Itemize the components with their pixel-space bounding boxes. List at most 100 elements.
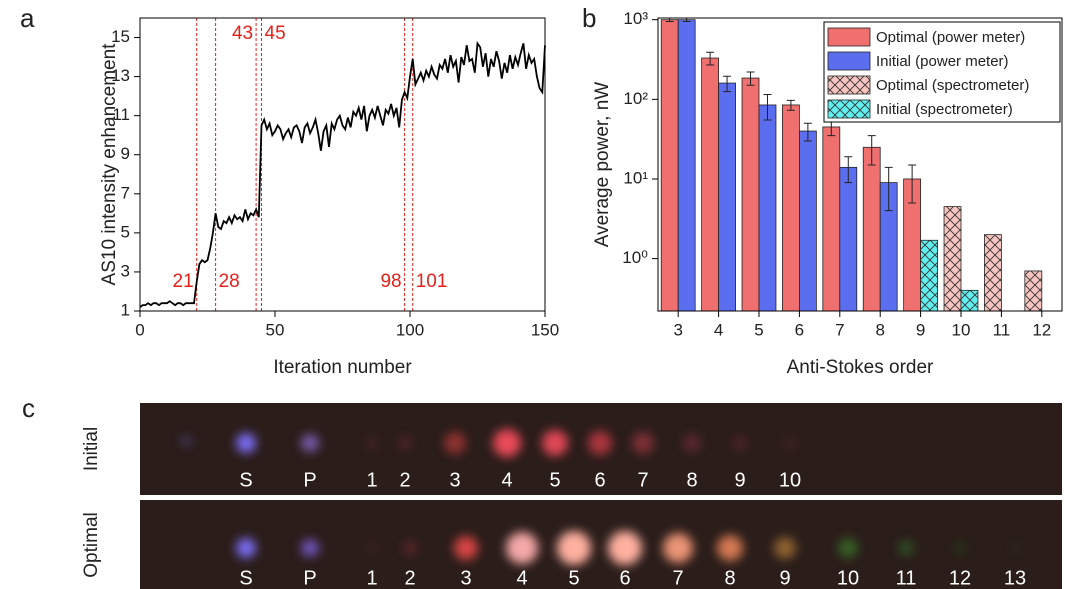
order-label: 2 — [404, 567, 415, 589]
spot — [717, 535, 743, 561]
order-label: 6 — [619, 567, 630, 589]
y-tick-label: 13 — [111, 66, 130, 85]
error-bar — [803, 122, 812, 142]
marker-label: 101 — [416, 271, 448, 292]
bar — [677, 19, 696, 312]
order-label: S — [239, 567, 252, 589]
spot — [403, 541, 417, 555]
legend-swatch — [827, 27, 871, 47]
x-tick-label: 150 — [531, 320, 559, 339]
y-tick-label: 10⁰ — [622, 248, 648, 267]
bar — [718, 82, 736, 312]
x-tick-label: 7 — [835, 320, 844, 339]
order-label: 6 — [594, 469, 605, 491]
spot — [632, 432, 654, 454]
plot-frame — [139, 17, 546, 312]
marker-label: 98 — [380, 271, 401, 292]
marker-label: 43 — [232, 23, 253, 44]
order-label: 10 — [837, 567, 859, 589]
order-label: 3 — [460, 567, 471, 589]
bar — [701, 57, 720, 312]
spot — [954, 542, 966, 554]
x-tick-label: 50 — [266, 320, 285, 339]
bar — [822, 126, 841, 312]
spot — [783, 436, 797, 450]
order-label: 11 — [896, 567, 917, 589]
spot — [181, 436, 191, 446]
order-label: P — [303, 469, 316, 491]
hatch — [920, 240, 938, 311]
x-tick-label: 4 — [714, 320, 723, 339]
y-tick-label: 15 — [111, 27, 130, 46]
y-tick-label: 11 — [112, 105, 130, 124]
order-label: 10 — [779, 469, 801, 491]
hatch — [828, 100, 870, 118]
line — [139, 40, 546, 308]
y-tick-label: 9 — [121, 144, 130, 163]
spot — [493, 429, 521, 457]
y-tick-label: 10³ — [623, 9, 648, 28]
order-label: 13 — [1004, 567, 1026, 589]
x-tick-label: 0 — [135, 320, 144, 339]
bar — [799, 130, 817, 312]
order-label: 7 — [672, 567, 683, 589]
spot — [366, 437, 378, 449]
order-label: 8 — [686, 469, 697, 491]
spot — [608, 531, 642, 565]
order-label: 7 — [637, 469, 648, 491]
x-tick-label: 12 — [1032, 320, 1051, 339]
error-bar — [786, 99, 795, 111]
y-tick-label: 3 — [121, 261, 130, 280]
legend-label: Initial (spectrometer) — [876, 101, 1013, 118]
photo-strip — [140, 500, 1062, 589]
bar — [660, 19, 679, 312]
error-bar — [746, 71, 755, 86]
order-label: 4 — [516, 567, 527, 589]
hatch — [944, 206, 961, 311]
order-label: S — [239, 469, 252, 491]
spot — [506, 532, 538, 564]
spot — [663, 533, 693, 563]
y-tick-label: 10² — [623, 89, 648, 108]
hatch — [1024, 270, 1042, 311]
order-label: 9 — [734, 469, 745, 491]
legend-label: Optimal (spectrometer) — [876, 77, 1029, 94]
y-tick-label: 1 — [121, 300, 130, 319]
x-tick-label: 10 — [952, 320, 971, 339]
order-label: 1 — [366, 469, 377, 491]
x-axis-label: Iteration number — [273, 357, 412, 378]
spot — [301, 539, 319, 557]
x-tick-label: 5 — [754, 320, 763, 339]
spot — [557, 531, 591, 565]
spot — [838, 538, 858, 558]
bar — [741, 77, 760, 312]
order-label: 4 — [501, 469, 512, 491]
row-label: Initial — [81, 427, 102, 471]
order-label: 12 — [949, 567, 971, 589]
order-label: 8 — [724, 567, 735, 589]
order-label: 5 — [568, 567, 579, 589]
error-bar — [884, 166, 893, 212]
error-bar — [867, 135, 876, 166]
legend-label: Optimal (power meter) — [876, 29, 1025, 46]
spot — [301, 434, 319, 452]
y-axis-label: AS10 intensity enhancement — [99, 43, 120, 286]
spot — [588, 431, 612, 455]
panel-label: c — [22, 393, 35, 423]
spot — [454, 536, 478, 560]
bar — [758, 104, 777, 312]
spot — [444, 432, 466, 454]
order-label: 1 — [366, 567, 377, 589]
order-label: P — [303, 567, 316, 589]
spot — [542, 430, 568, 456]
x-axis-label: Anti-Stokes order — [787, 357, 934, 378]
error-bar — [908, 164, 917, 204]
order-label: 3 — [449, 469, 460, 491]
spot — [367, 543, 377, 553]
spot — [683, 434, 701, 452]
bar — [782, 104, 800, 312]
order-label: 9 — [779, 567, 790, 589]
spot — [398, 436, 412, 450]
error-bar — [723, 75, 732, 93]
